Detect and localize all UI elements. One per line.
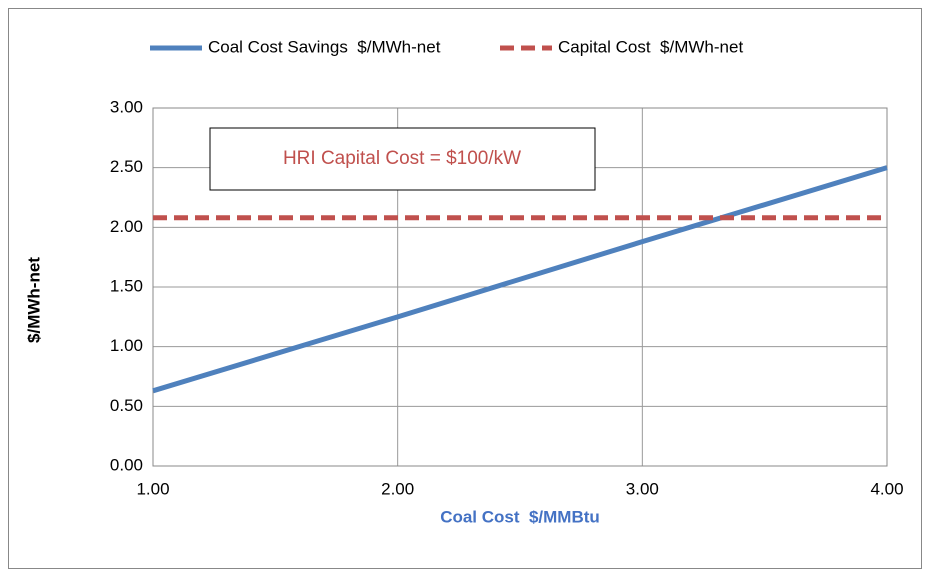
x-tick-label: 3.00	[626, 479, 659, 498]
annotation-box	[209, 127, 596, 191]
x-tick-label: 1.00	[136, 479, 169, 498]
annotation: HRI Capital Cost = $100/kW	[283, 148, 521, 169]
y-tick-label: 0.50	[110, 396, 143, 415]
y-tick-label: 3.00	[110, 97, 143, 116]
plot-border	[152, 107, 888, 467]
x-axis-title: Coal Cost $/MMBtu	[440, 507, 600, 526]
y-tick-label: 2.00	[110, 217, 143, 236]
y-tick-label: 1.50	[110, 276, 143, 295]
x-tick-label: 2.00	[381, 479, 414, 498]
chart-border	[8, 8, 922, 569]
y-tick-label: 0.00	[110, 455, 143, 474]
legend-label: Capital Cost $/MWh-net	[558, 37, 743, 56]
y-axis-title: $/MWh-net	[24, 257, 43, 343]
y-tick-label: 2.50	[110, 157, 143, 176]
series-line	[152, 165, 888, 394]
legend-label: Coal Cost Savings $/MWh-net	[208, 37, 441, 56]
y-tick-label: 1.00	[110, 336, 143, 355]
x-tick-label: 4.00	[870, 479, 903, 498]
